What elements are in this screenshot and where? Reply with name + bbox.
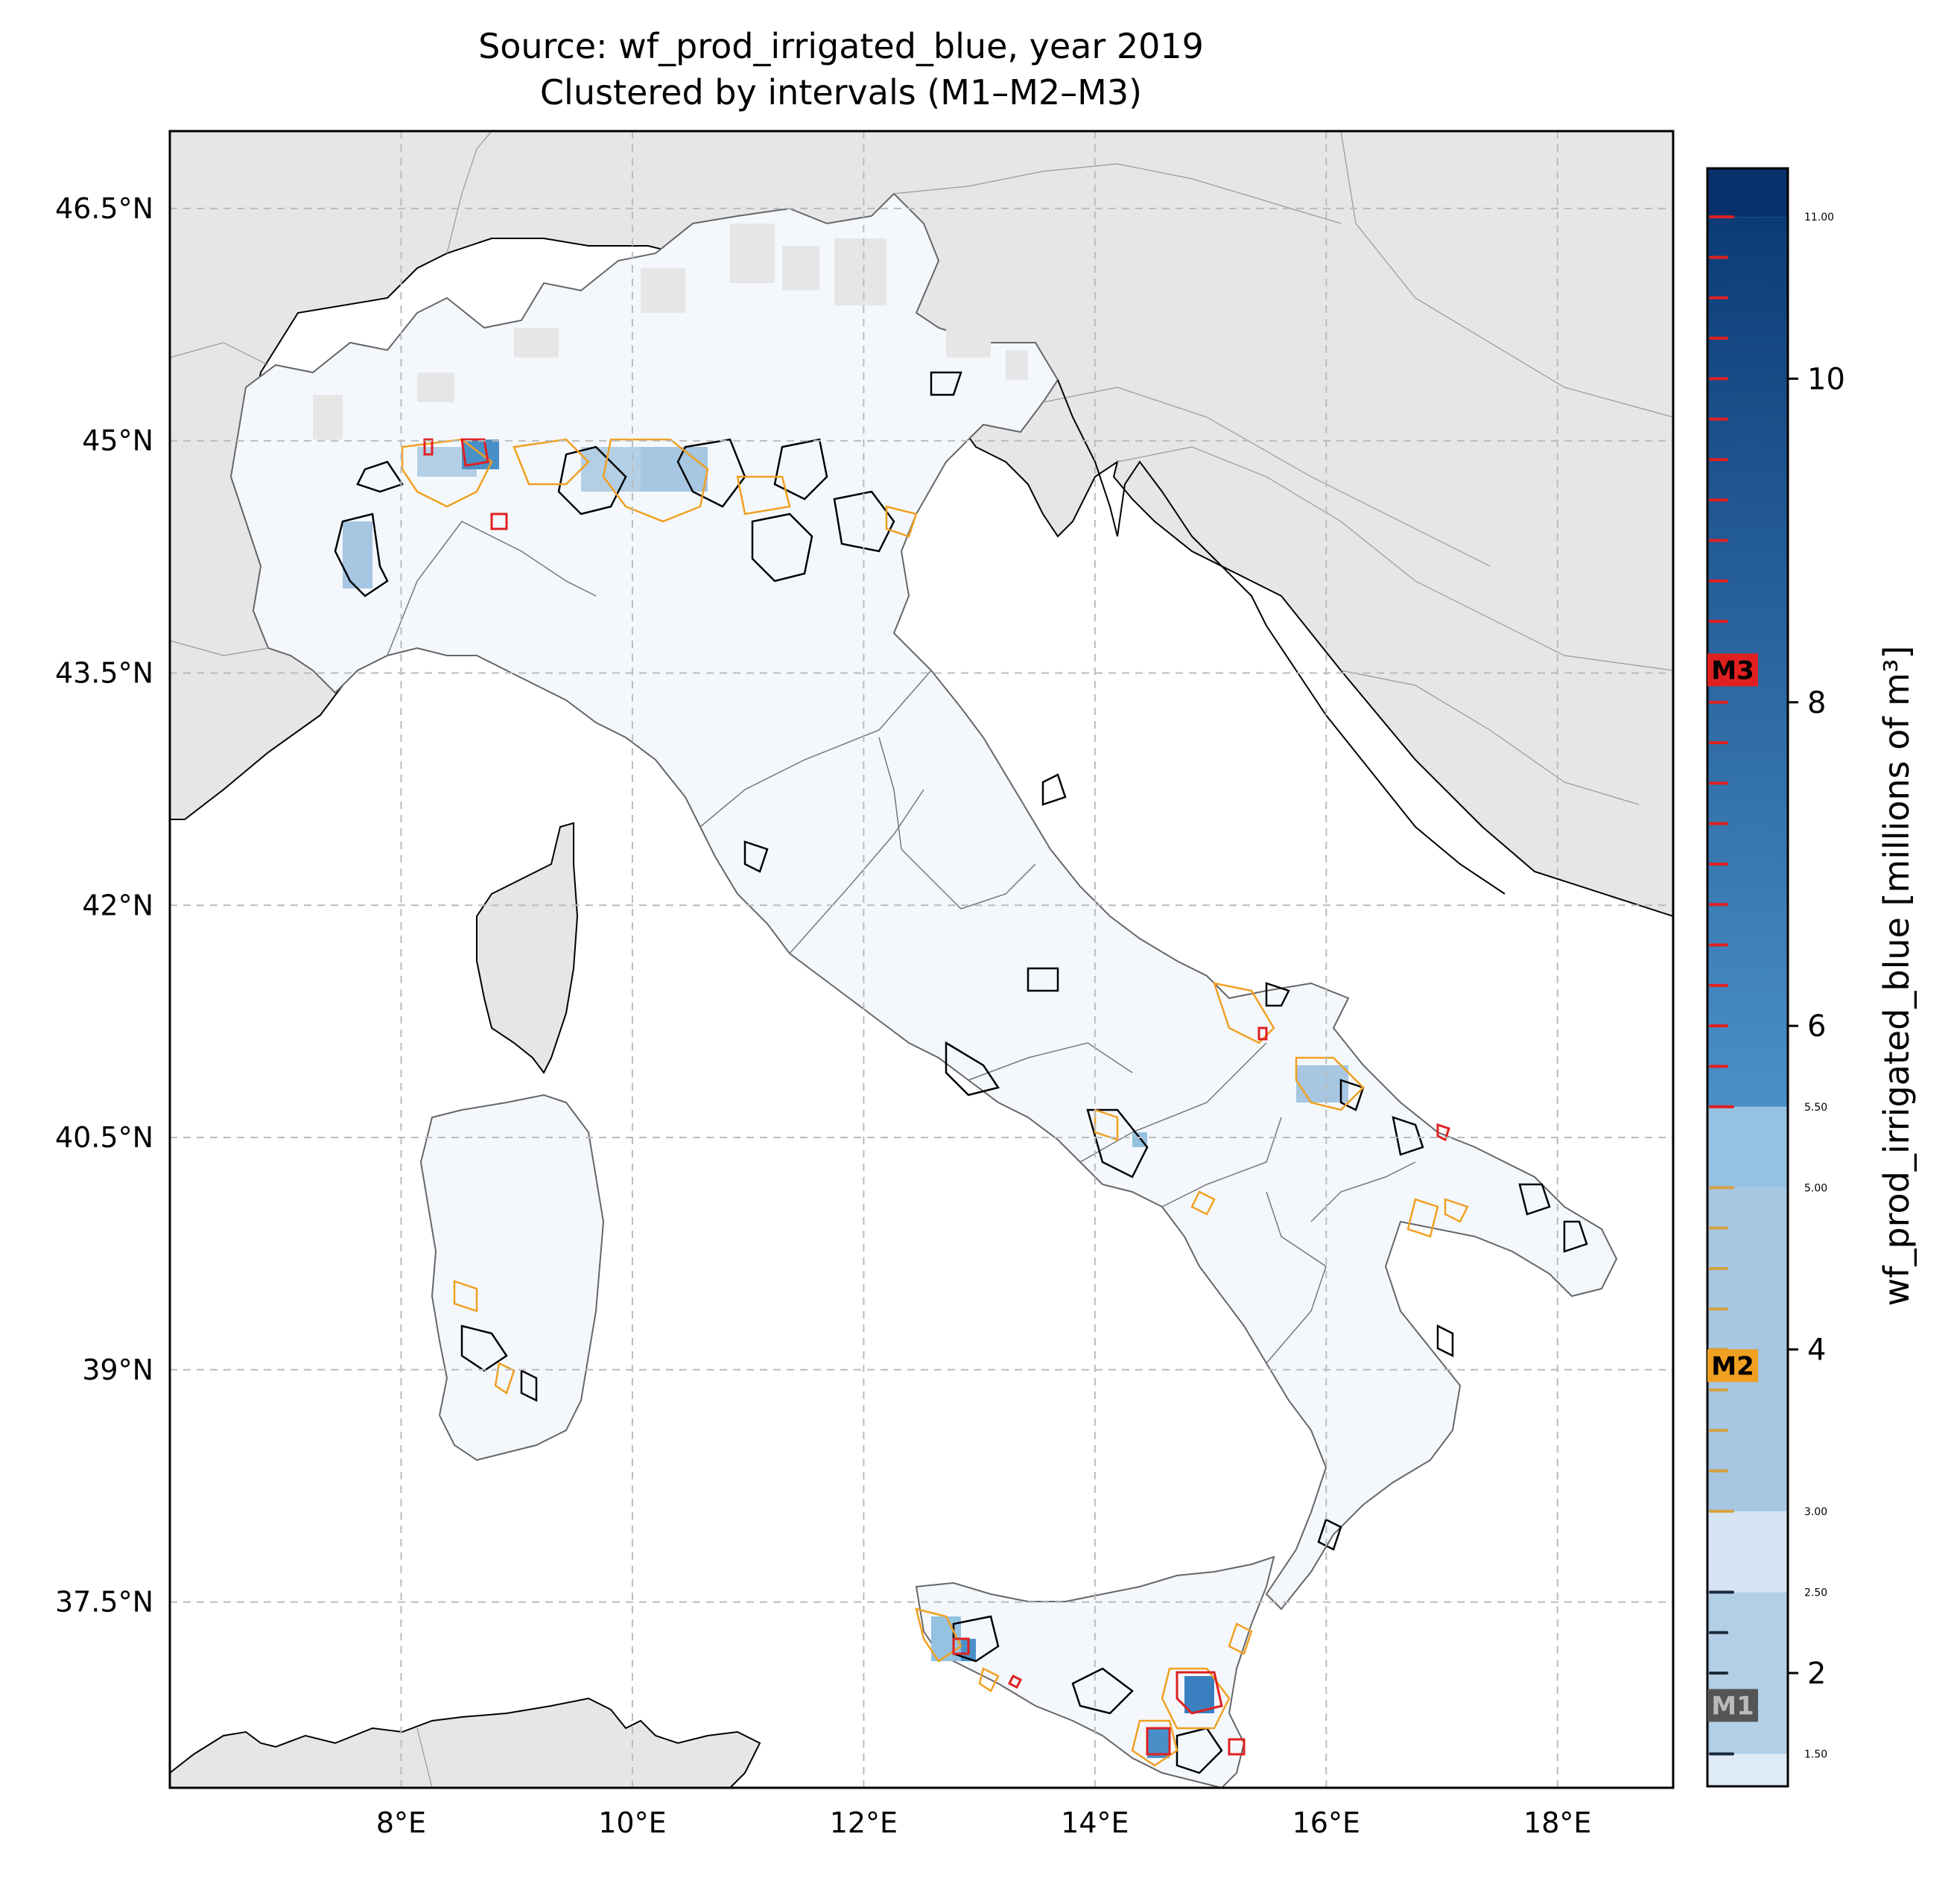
lat-tick-label: 45°N bbox=[82, 425, 153, 457]
lon-tick-label: 18°E bbox=[1523, 1806, 1591, 1839]
colorbar: 2 4 6 8 10 1.50 2.50 3.00 5.00 5.50 11.00 M1 M2 M3 w… bbox=[1706, 167, 1917, 1788]
colorbar-band bbox=[1707, 168, 1788, 218]
latitude-labels: 46.5°N 45°N 43.5°N 42°N 40.5°N 39°N 37.5°N bbox=[55, 192, 153, 1619]
colorbar-major-tick-label: 8 bbox=[1807, 686, 1826, 720]
colorbar-frame bbox=[1706, 167, 1789, 1788]
colorbar-cluster-dashes bbox=[1709, 215, 1734, 1756]
colorbar-minor-tick-label: 2.50 bbox=[1804, 1587, 1827, 1599]
map-frame bbox=[168, 130, 1675, 1789]
cluster-m2-contours bbox=[401, 438, 1469, 1767]
map-panel bbox=[170, 131, 1673, 1788]
colorbar-major-tick-label: 10 bbox=[1807, 362, 1845, 396]
croatian-coast bbox=[1057, 379, 1506, 895]
colorbar-minor-tick-label: 1.50 bbox=[1804, 1749, 1827, 1761]
colorbar-minor-tick-label: 11.00 bbox=[1804, 212, 1834, 223]
lat-tick-label: 46.5°N bbox=[55, 192, 153, 225]
colorbar-bands bbox=[1707, 168, 1788, 1786]
colorbar-major-tick-label: 2 bbox=[1807, 1657, 1826, 1691]
lon-tick-label: 8°E bbox=[376, 1806, 426, 1839]
gridlines bbox=[170, 131, 1673, 1788]
cluster-label-m3: M3 bbox=[1711, 656, 1754, 685]
cluster-label-box bbox=[1707, 1349, 1758, 1383]
sardinia bbox=[419, 1094, 605, 1462]
region-borders bbox=[387, 521, 1416, 1364]
lat-tick-label: 43.5°N bbox=[55, 656, 153, 689]
chart-subtitle: Clustered by intervals (M1–M2–M3) bbox=[539, 72, 1143, 112]
corsica bbox=[476, 822, 579, 1074]
country-borders bbox=[170, 131, 1673, 1788]
lon-tick-label: 16°E bbox=[1292, 1806, 1360, 1839]
cluster-label-m2: M2 bbox=[1711, 1351, 1754, 1381]
colorbar-major-tick-label: 4 bbox=[1807, 1333, 1826, 1368]
lon-tick-label: 12°E bbox=[830, 1806, 898, 1839]
chart-title: Source: wf_prod_irrigated_blue, year 201… bbox=[478, 26, 1204, 66]
lat-tick-label: 39°N bbox=[82, 1354, 153, 1386]
colorbar-band bbox=[1707, 1106, 1788, 1188]
lat-tick-label: 40.5°N bbox=[55, 1121, 153, 1154]
colorbar-band bbox=[1707, 1754, 1788, 1786]
lat-tick-label: 37.5°N bbox=[55, 1586, 153, 1619]
colorbar-ticks: 2 4 6 8 10 1.50 2.50 3.00 5.00 5.50 11.00 bbox=[1788, 212, 1845, 1761]
africa-landmass bbox=[170, 1697, 761, 1788]
longitude-labels: 8°E 10°E 12°E 14°E 16°E 18°E bbox=[376, 1806, 1592, 1839]
cluster-label-m1: M1 bbox=[1711, 1691, 1754, 1721]
cluster-label-box bbox=[1707, 653, 1758, 687]
italy-mainland bbox=[229, 192, 1618, 1611]
colorbar-minor-tick-label: 5.50 bbox=[1804, 1102, 1827, 1114]
cluster-label-box bbox=[1707, 1689, 1758, 1722]
colorbar-label: wf_prod_irrigated_blue [millions of m³] bbox=[1877, 646, 1917, 1307]
cluster-m1-contours bbox=[334, 371, 1588, 1774]
colorbar-cluster-labels: M1 M2 M3 bbox=[1707, 653, 1758, 1722]
colorbar-minor-tick-label: 5.00 bbox=[1804, 1182, 1827, 1194]
colorbar-minor-tick-label: 3.00 bbox=[1804, 1506, 1827, 1518]
colorbar-major-tick-label: 6 bbox=[1807, 1009, 1826, 1044]
nodata-patches bbox=[313, 223, 1028, 439]
colorbar-band bbox=[1707, 1511, 1788, 1593]
cluster-m3-contours bbox=[423, 438, 1450, 1756]
lat-tick-label: 42°N bbox=[82, 889, 153, 921]
lon-tick-label: 10°E bbox=[598, 1806, 666, 1839]
lon-tick-label: 14°E bbox=[1061, 1806, 1129, 1839]
